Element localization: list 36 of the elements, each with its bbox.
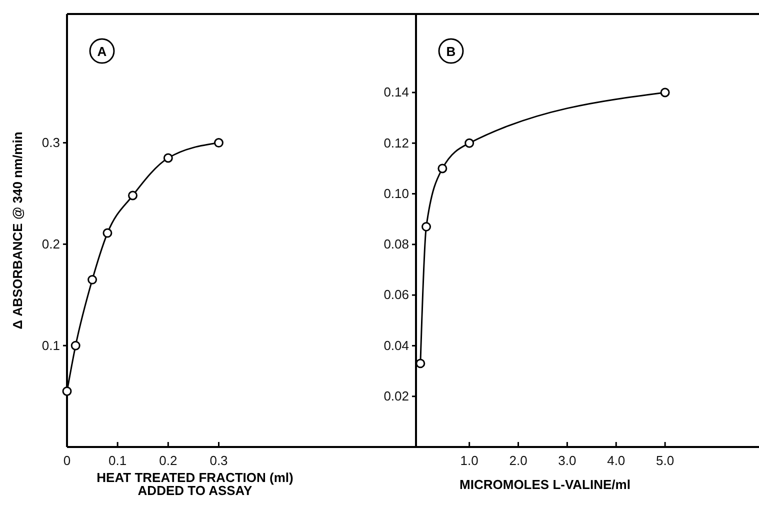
y-tick-label: 0.3 bbox=[42, 134, 60, 150]
y-tick-label: 0.12 bbox=[384, 135, 409, 150]
point bbox=[464, 138, 474, 148]
x-axis-title: MICROMOLES L-VALINE/ml bbox=[460, 477, 630, 492]
point bbox=[214, 138, 224, 148]
x-tick-label: 0.2 bbox=[159, 453, 178, 468]
y-tick-label: 0.2 bbox=[42, 236, 60, 252]
x-tick-label: 4.0 bbox=[607, 453, 626, 468]
point bbox=[70, 340, 80, 350]
x-tick-label: 3.0 bbox=[558, 453, 576, 468]
point bbox=[163, 153, 173, 163]
point bbox=[102, 228, 112, 238]
y-axis-title: Δ ABSORBANCE @ 340 nm/min bbox=[10, 132, 25, 330]
y-tick-label: 0.06 bbox=[384, 287, 409, 302]
point bbox=[422, 222, 432, 232]
y-tick-label: 0.10 bbox=[384, 186, 409, 201]
x-tick-label: 1.0 bbox=[460, 453, 478, 468]
x-axis-title: HEAT TREATED FRACTION (ml) ADDED TO ASSAY bbox=[96, 470, 294, 498]
point bbox=[660, 88, 670, 98]
point bbox=[438, 164, 448, 174]
x-tick-label: 0 bbox=[63, 453, 71, 468]
annotation: A bbox=[97, 44, 108, 59]
x-tick-label: 2.0 bbox=[509, 453, 528, 468]
y-tick-label: 0.02 bbox=[384, 388, 409, 404]
x-tick-label: 0.1 bbox=[108, 453, 127, 468]
y-tick-label: 0.1 bbox=[42, 338, 60, 353]
y-tick-label: 0.04 bbox=[384, 338, 409, 353]
y-tick-label: 0.08 bbox=[384, 236, 409, 252]
point bbox=[128, 190, 138, 200]
x-tick-label: 0.3 bbox=[210, 453, 228, 468]
point bbox=[416, 358, 426, 368]
point bbox=[88, 274, 98, 284]
x-tick-label: 5.0 bbox=[656, 453, 674, 468]
point bbox=[62, 386, 72, 396]
y-tick-label: 0.14 bbox=[384, 84, 409, 100]
annotation: B bbox=[446, 44, 456, 59]
